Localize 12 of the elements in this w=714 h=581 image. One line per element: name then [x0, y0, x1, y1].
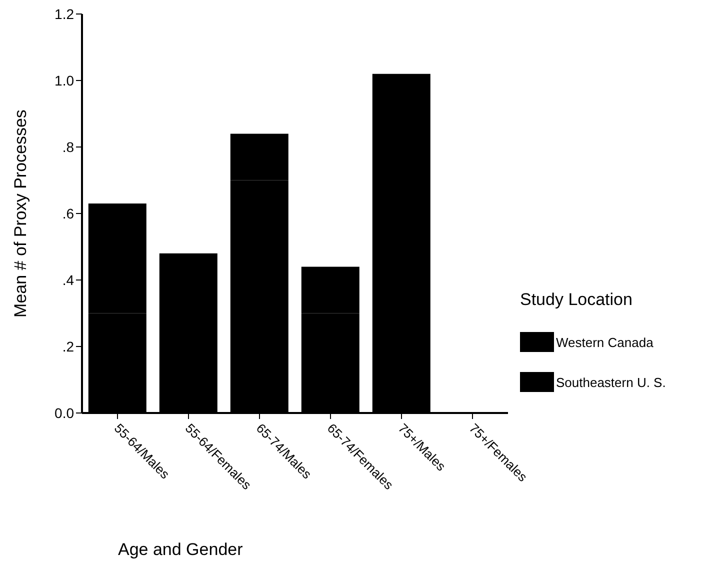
legend-label: Southeastern U. S.: [556, 374, 666, 390]
y-tick-label: 0.0: [54, 404, 74, 421]
y-axis-title: Mean # of Proxy Processes: [11, 110, 30, 318]
y-tick-label: .8: [62, 138, 74, 155]
legend-label: Western Canada: [556, 334, 654, 350]
y-tick-label: .2: [62, 338, 74, 354]
x-axis-title: Age and Gender: [118, 540, 243, 560]
y-tick-label: .4: [62, 272, 74, 288]
legend-title: Study Location: [520, 290, 634, 310]
y-tick-label: 1.0: [54, 72, 74, 88]
y-tick-label: .6: [62, 205, 74, 222]
y-tick-label: 1.2: [54, 6, 74, 22]
